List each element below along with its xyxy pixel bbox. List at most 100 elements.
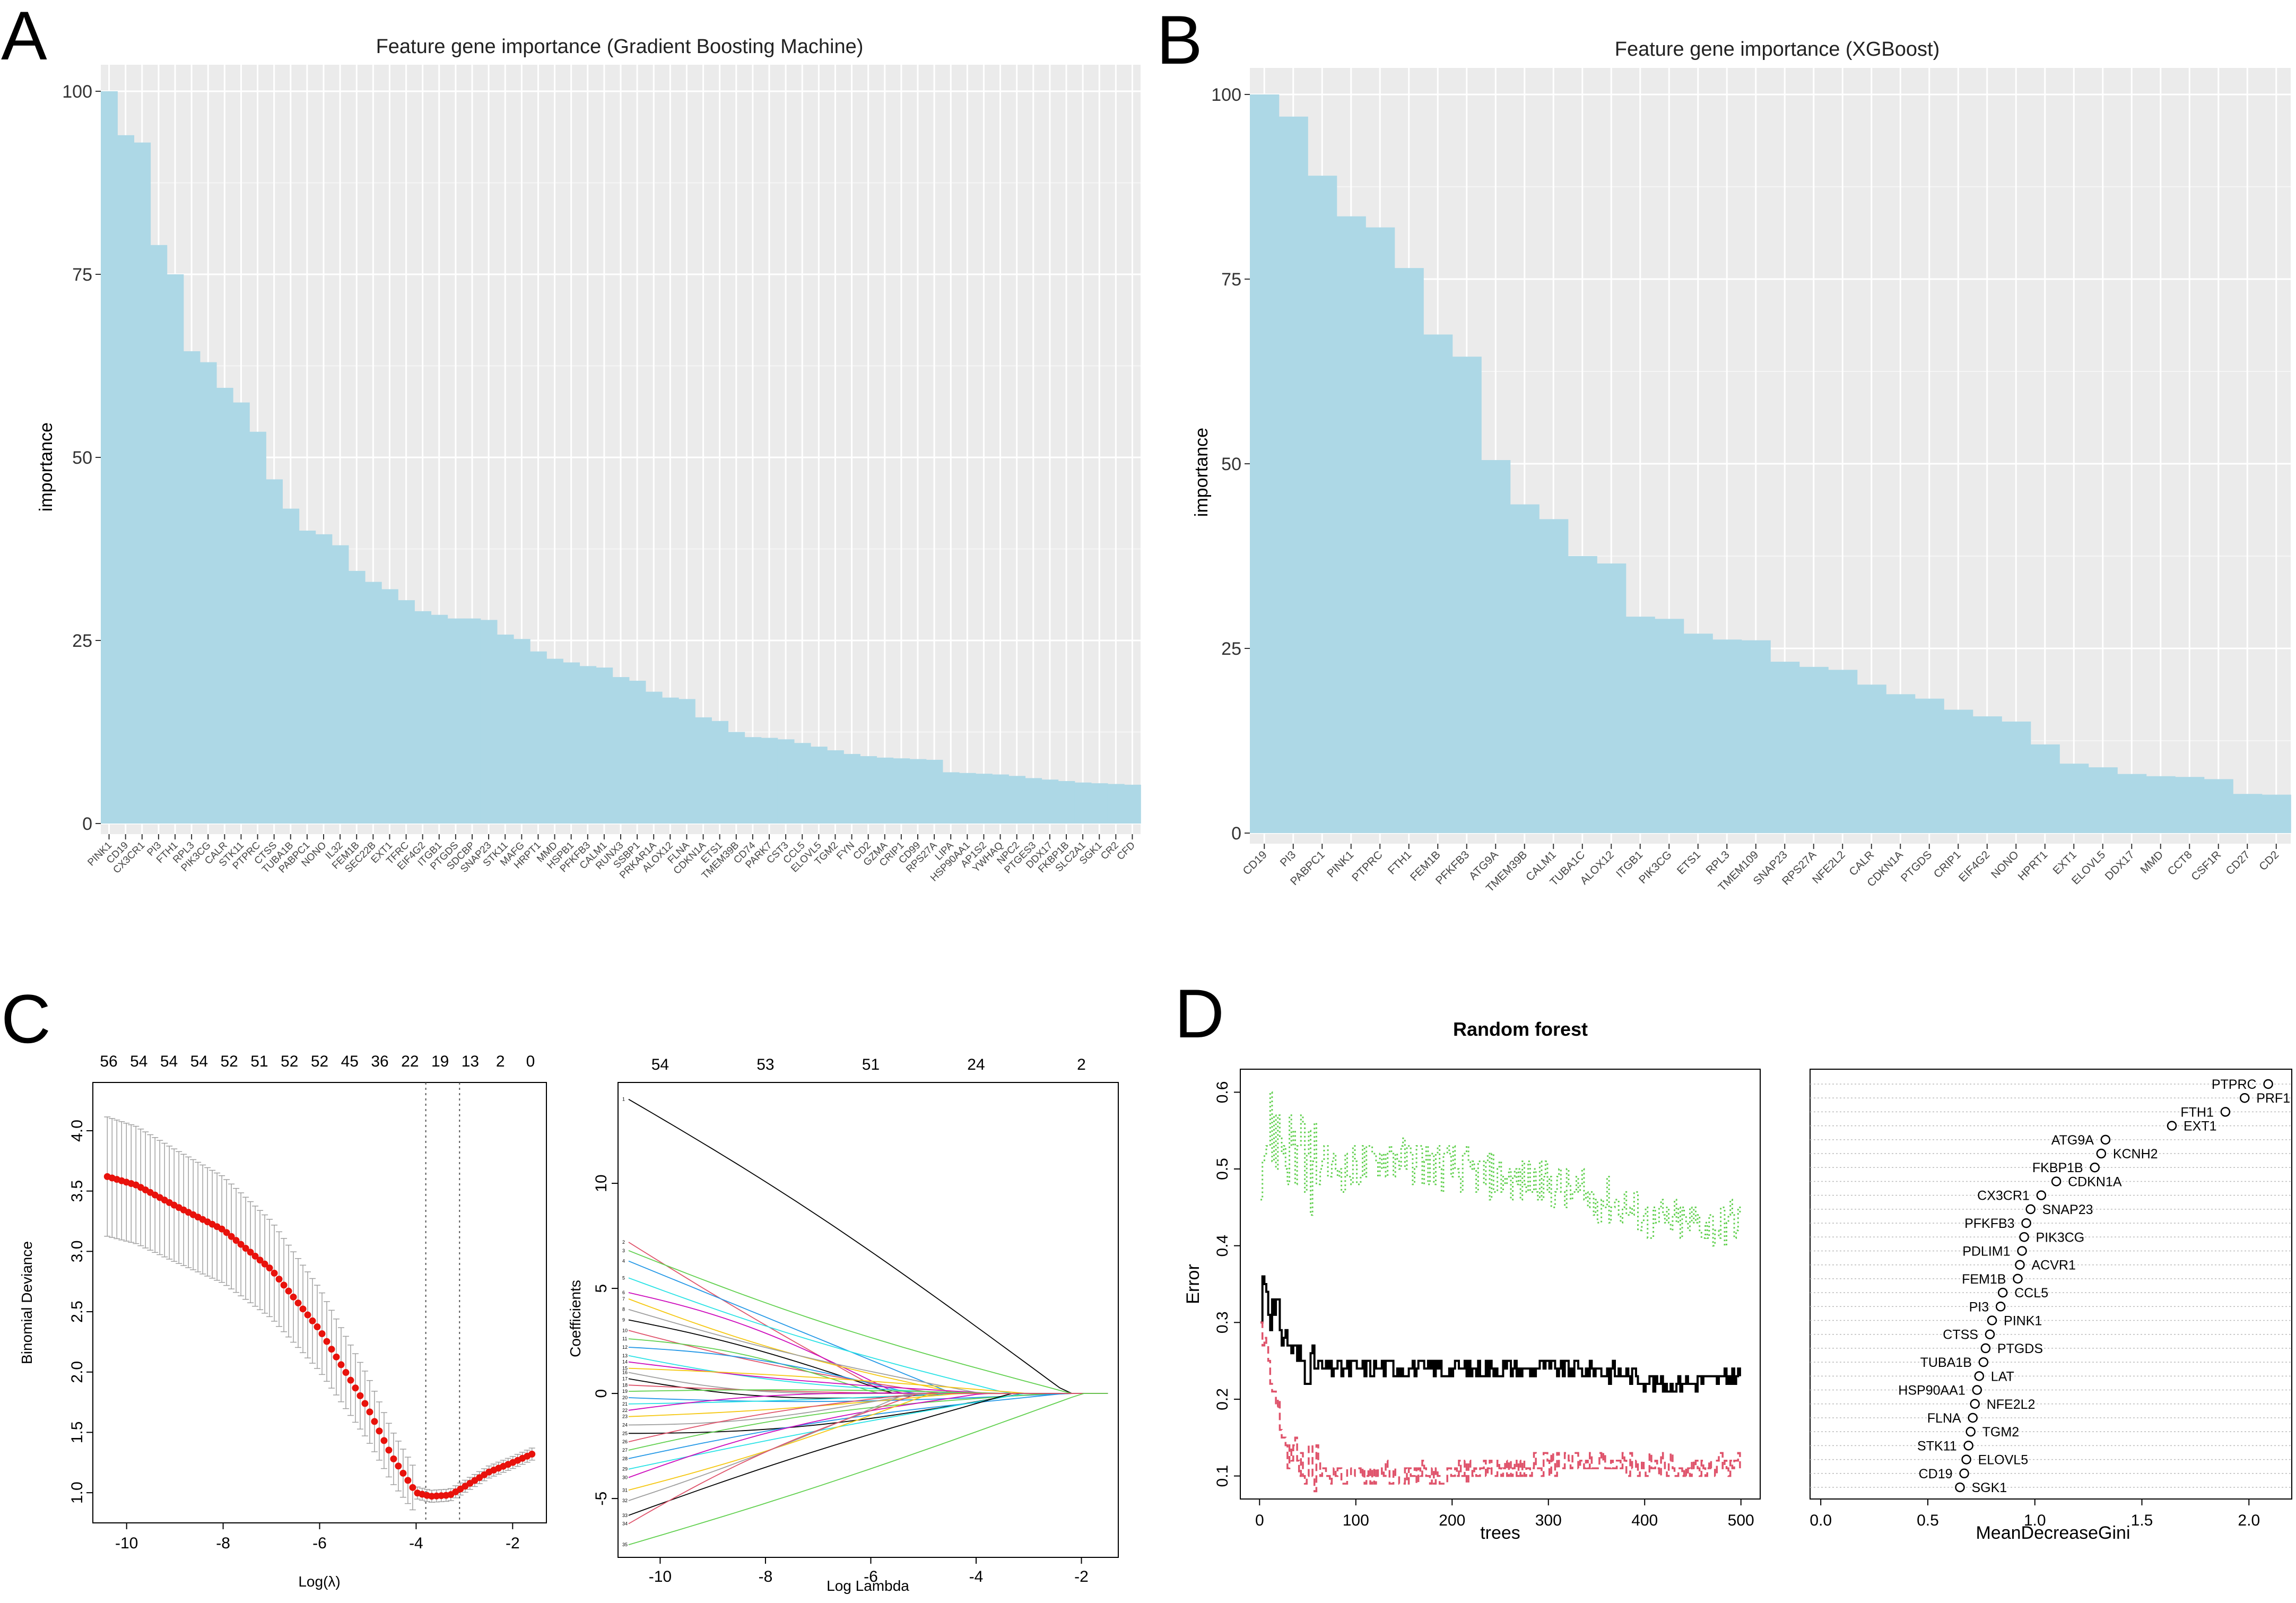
bar-itgb1 bbox=[1625, 617, 1655, 833]
d2-dot-atg9a bbox=[2100, 1134, 2111, 1145]
d2-gene-label: HSP90AA1 bbox=[1898, 1383, 1965, 1398]
d2-gene-label: SNAP23 bbox=[2042, 1202, 2093, 1217]
c1-xtick-label: -6 bbox=[312, 1535, 327, 1552]
c2-path-index: 16 bbox=[622, 1370, 628, 1375]
bar-crip1 bbox=[1944, 709, 1973, 833]
d2-dot-nfe2l2 bbox=[1970, 1399, 1980, 1409]
bar-eif4g2 bbox=[414, 611, 432, 824]
d1-series-oob bbox=[1260, 1275, 1741, 1393]
d2-gene-label: PFKFB3 bbox=[1964, 1216, 2014, 1231]
c2-coef-path bbox=[628, 1384, 1108, 1394]
c1-ytick-label: 3.5 bbox=[68, 1180, 86, 1202]
d1-xtick-label: 200 bbox=[1439, 1512, 1465, 1529]
c2-xtick-label: -6 bbox=[864, 1568, 878, 1585]
bar-rps27a bbox=[1799, 666, 1829, 833]
d2-gene-label: KCNH2 bbox=[2113, 1147, 2158, 1162]
bar-tuba1c bbox=[1568, 556, 1597, 833]
c1-point bbox=[251, 1252, 259, 1260]
bar-fth1 bbox=[1394, 268, 1424, 833]
c2-ytick-label: 5 bbox=[593, 1284, 610, 1293]
b-xtick-label: PTPRC bbox=[1350, 848, 1385, 884]
d1-xtick-label: 500 bbox=[1728, 1512, 1754, 1529]
bar-gzma bbox=[876, 757, 894, 824]
d2-xtick-label: 1.0 bbox=[2024, 1512, 2046, 1529]
bar-elovl5 bbox=[2088, 767, 2118, 833]
chart-a-x-ticks: PINK1CD19CX3CR1PI3FTH1RPL3PIK3CGCALRSTK1… bbox=[85, 834, 1137, 884]
c1-point bbox=[404, 1477, 412, 1484]
d2-xtick-label: 0.0 bbox=[1810, 1512, 1832, 1529]
c2-path-index: 35 bbox=[622, 1542, 628, 1547]
chart-c1-top-ticks: 56 54 54 54 52 51 52 52 45 36 22 19 13 2 0 bbox=[100, 1053, 535, 1070]
bar-stk11 bbox=[232, 402, 250, 824]
c2-coef-path bbox=[628, 1393, 1108, 1546]
c2-xtick-label: -8 bbox=[759, 1568, 773, 1585]
bar-ptgds bbox=[1915, 698, 1944, 833]
c1-point bbox=[266, 1264, 273, 1272]
d2-dot-prf1 bbox=[2239, 1093, 2250, 1103]
random-forest-error-chart: Random forest 0 100 200 300 400 500 0.1 0.2 0.3… bbox=[1183, 1018, 1761, 1543]
d1-ytick-label: 0.1 bbox=[1214, 1465, 1231, 1487]
d2-dot-elovl5 bbox=[1961, 1454, 1971, 1465]
c1-ytick-label: 1.0 bbox=[68, 1481, 86, 1504]
bar-pink1 bbox=[101, 91, 118, 824]
bar-tmem39b bbox=[728, 732, 745, 824]
d2-gene-label: CD19 bbox=[1919, 1467, 1953, 1481]
c2-path-index: 6 bbox=[622, 1290, 625, 1295]
c2-coef-path bbox=[628, 1393, 1108, 1501]
bar-calm1 bbox=[596, 668, 613, 824]
d2-gene-label: ACVR1 bbox=[2031, 1258, 2075, 1273]
chart-b-bars bbox=[1250, 94, 2291, 834]
bar-alox12 bbox=[1597, 563, 1627, 833]
c2-path-index: 18 bbox=[622, 1382, 628, 1388]
d2-dot-fth1 bbox=[2220, 1107, 2231, 1117]
c1-point bbox=[385, 1446, 393, 1454]
bar-snap23 bbox=[1770, 662, 1800, 833]
c1-top-label: 52 bbox=[281, 1053, 298, 1070]
c2-coef-path bbox=[628, 1098, 1108, 1394]
bar-hprt1 bbox=[2030, 744, 2060, 833]
d2-dot-pi3 bbox=[1995, 1302, 2006, 1312]
chart-d1-x-ticks: 0 100 200 300 400 500 bbox=[1255, 1499, 1754, 1529]
bar-pabpc1 bbox=[1308, 176, 1337, 833]
c1-top-label: 52 bbox=[220, 1053, 238, 1070]
c1-point bbox=[290, 1293, 297, 1301]
c1-top-label: 54 bbox=[190, 1053, 208, 1070]
c1-point bbox=[380, 1437, 388, 1444]
c2-path-index: 24 bbox=[622, 1423, 628, 1428]
bar-nono bbox=[2002, 721, 2031, 833]
chart-c1-points bbox=[103, 1173, 536, 1500]
b-ytick-label: 50 bbox=[1221, 454, 1241, 474]
c2-path-index: 8 bbox=[622, 1307, 625, 1312]
c2-coef-path bbox=[628, 1292, 1108, 1394]
bar-ctss bbox=[266, 479, 283, 824]
d2-xtick-label: 2.0 bbox=[2238, 1512, 2260, 1529]
d2-gene-label: STK11 bbox=[1917, 1439, 1957, 1453]
bar-calr bbox=[1857, 684, 1886, 833]
bar-cx3cr1 bbox=[134, 142, 151, 824]
d1-xtick-label: 0 bbox=[1255, 1512, 1264, 1529]
a-xtick-label: FYN bbox=[834, 840, 857, 862]
bar-tmem109 bbox=[1741, 640, 1771, 833]
chart-d2-xlabel: MeanDecreaseGini bbox=[1976, 1523, 2130, 1543]
bar-ptprc bbox=[1366, 227, 1395, 833]
chart-c1-lambda-lines bbox=[425, 1082, 460, 1523]
c1-top-label: 56 bbox=[100, 1053, 117, 1070]
bar-mafg bbox=[513, 639, 530, 824]
c2-path-index: 12 bbox=[622, 1345, 628, 1350]
c2-coef-path bbox=[628, 1393, 1108, 1451]
d2-dot-fkbp1b bbox=[2090, 1162, 2100, 1173]
c1-point bbox=[318, 1330, 326, 1337]
bar-hsp90aa1 bbox=[959, 773, 976, 824]
b-xtick-label: CD2 bbox=[2257, 848, 2281, 873]
bar-stk11 bbox=[497, 634, 514, 824]
bar-slc2a1 bbox=[1074, 782, 1092, 824]
c2-ytick-label: 0 bbox=[593, 1389, 610, 1398]
bar-sdcbp bbox=[464, 618, 481, 824]
bar-tgm2 bbox=[827, 750, 844, 824]
c1-point bbox=[390, 1455, 397, 1462]
b-xtick-label: CSF1R bbox=[2189, 848, 2223, 883]
d2-gene-label: NFE2L2 bbox=[1987, 1397, 2036, 1412]
